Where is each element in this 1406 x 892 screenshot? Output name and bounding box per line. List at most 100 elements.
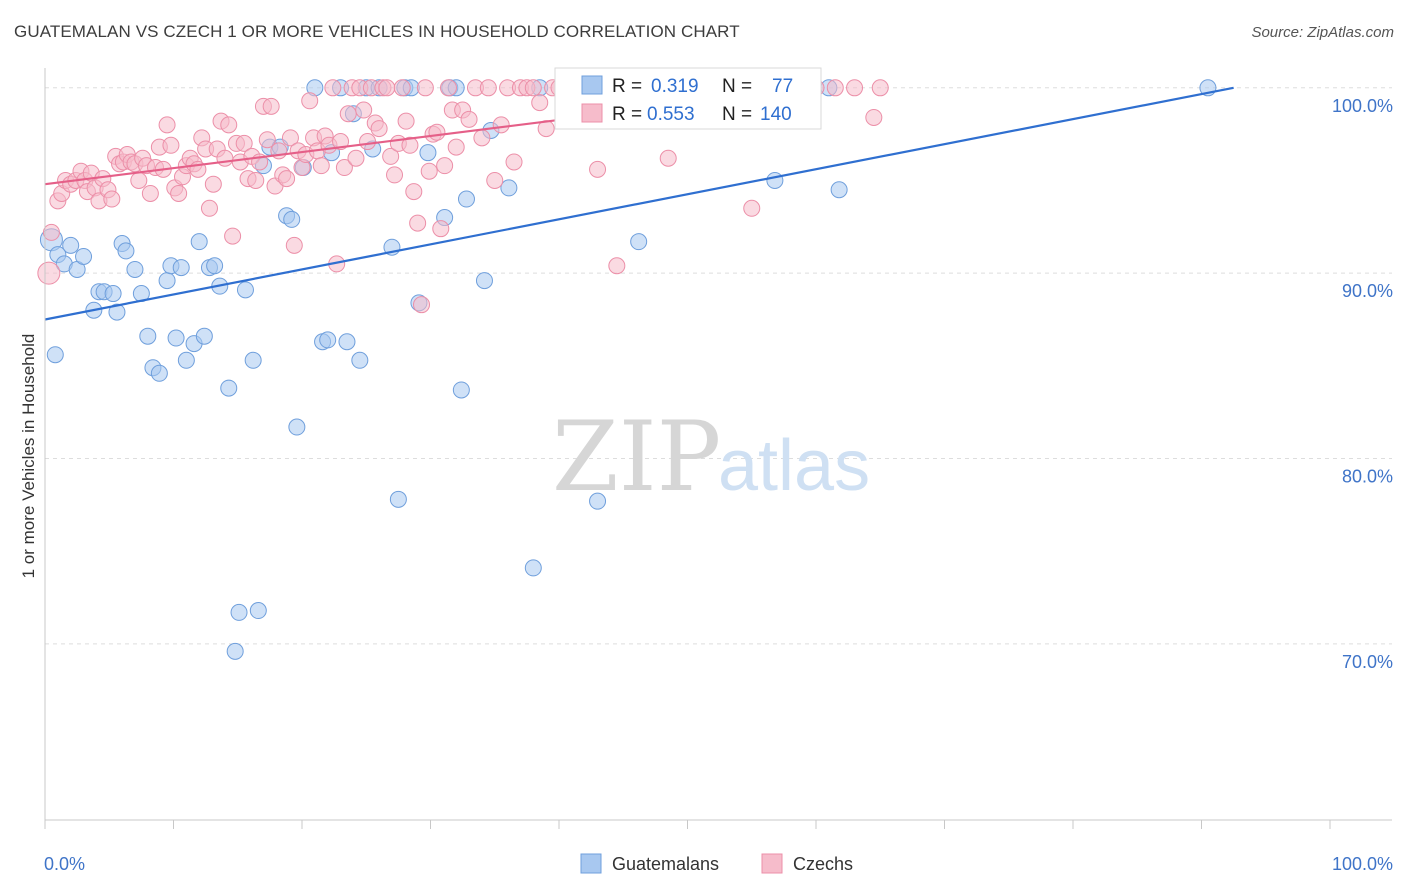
guatemalan-point (236, 281, 254, 299)
czech-point (413, 296, 431, 314)
legend-r-label-1: R = (612, 76, 642, 97)
guatemalans-trendline (44, 86, 1234, 321)
legend-r-label-2: R = (612, 104, 642, 125)
czech-point (312, 157, 330, 175)
legend-swatch-czechs (581, 103, 603, 123)
czech-point (524, 79, 542, 97)
czech-point (162, 136, 180, 154)
czech-point (589, 160, 607, 178)
czech-point (370, 120, 388, 138)
guatemalan-point (589, 492, 607, 510)
czech-point (200, 199, 218, 217)
guatemalan-point (630, 233, 648, 251)
watermark-atlas: atlas (718, 426, 870, 506)
czech-point (386, 166, 404, 184)
czech-point (235, 134, 253, 152)
guatemalan-point (524, 559, 542, 577)
guatemalan-point (62, 236, 80, 254)
czech-point (420, 162, 438, 180)
legend-swatch-guatemalans (581, 75, 603, 95)
guatemalan-point (150, 364, 168, 382)
czech-point (486, 171, 504, 189)
czech-point (332, 133, 350, 151)
czech-point (473, 129, 491, 147)
guatemalan-point (108, 303, 126, 321)
bottom-legend-guatemalans: Guatemalans (612, 854, 719, 874)
czech-point (355, 101, 373, 119)
czech-point (436, 157, 454, 175)
guatemalan-point (419, 144, 437, 162)
czech-point (382, 147, 400, 165)
y-tick-label: 70.0% (1342, 652, 1393, 672)
czech-point (224, 227, 242, 245)
czech-point (743, 199, 761, 217)
guatemalan-point (452, 381, 470, 399)
guatemalan-point (206, 257, 224, 275)
czech-point (505, 153, 523, 171)
czech-point (335, 159, 353, 177)
czech-point (216, 149, 234, 167)
axes: 100.0% 90.0% 80.0% 70.0% 0.0% 100.0% (44, 68, 1393, 874)
legend-box: R = 0.319 N = 77 R = 0.553 N = 140 (554, 67, 822, 130)
x-tick-label-max: 100.0% (1332, 854, 1393, 874)
guatemalan-point (139, 327, 157, 345)
y-tick-label: 90.0% (1342, 281, 1393, 301)
legend-r-value-2: 0.553 (647, 104, 695, 125)
guatemalan-point (338, 333, 356, 351)
czech-point (871, 79, 889, 97)
bottom-legend-swatch-guatemalans (580, 853, 602, 874)
legend-n-value-1: 77 (772, 76, 793, 97)
y-tick-label: 100.0% (1332, 96, 1393, 116)
guatemalan-point (126, 260, 144, 278)
x-tick-label-min: 0.0% (44, 854, 85, 874)
watermark-zip: ZIP (552, 401, 721, 513)
guatemalan-point (249, 602, 267, 620)
czech-point (401, 136, 419, 154)
czech-point (393, 79, 411, 97)
guatemalan-point (475, 272, 493, 290)
guatemalan-point (457, 190, 475, 208)
czech-point (204, 175, 222, 193)
legend-n-label-1: N = (722, 76, 752, 97)
czech-point (359, 133, 377, 151)
czech-point (659, 149, 677, 167)
y-tick-label: 80.0% (1342, 467, 1393, 487)
guatemalan-point (500, 179, 518, 197)
czech-point (846, 79, 864, 97)
czech-point (439, 79, 457, 97)
bottom-legend-czechs: Czechs (793, 854, 853, 874)
guatemalan-point (351, 351, 369, 369)
czech-point (416, 79, 434, 97)
guatemalan-point (830, 181, 848, 199)
guatemalan-point (288, 418, 306, 436)
guatemalan-point (244, 351, 262, 369)
guatemalan-point (283, 210, 301, 228)
guatemalan-point (158, 272, 176, 290)
czech-point (324, 79, 342, 97)
guatemalan-point (195, 327, 213, 345)
czech-point (220, 116, 238, 134)
czech-point (42, 223, 60, 241)
czech-point (37, 261, 61, 285)
czech-point (103, 190, 121, 208)
guatemalan-point (389, 490, 407, 508)
czech-point (347, 149, 365, 167)
guatemalans-points (39, 79, 1217, 660)
guatemalan-point (117, 242, 135, 260)
guatemalan-point (167, 329, 185, 347)
czech-point (281, 129, 299, 147)
czech-point (405, 183, 423, 201)
czech-point (262, 97, 280, 115)
czech-point (492, 116, 510, 134)
czech-point (301, 92, 319, 110)
czech-point (608, 257, 626, 275)
source-label: Source: ZipAtlas.com (1251, 24, 1394, 41)
czech-point (158, 116, 176, 134)
guatemalan-point (46, 346, 64, 364)
czech-point (397, 112, 415, 130)
czech-point (531, 94, 549, 112)
guatemalan-point (220, 379, 238, 397)
czech-point (378, 79, 396, 97)
y-axis-label: 1 or more Vehicles in Household (19, 334, 38, 579)
guatemalan-point (177, 351, 195, 369)
